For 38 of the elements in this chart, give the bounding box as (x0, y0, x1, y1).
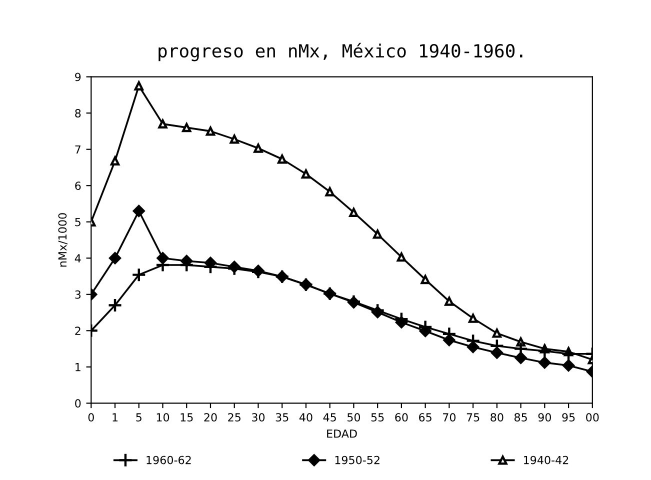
y-tick-label: 0 (75, 399, 81, 408)
x-tick-label: 0 (88, 413, 94, 422)
x-tick-label: 75 (466, 413, 480, 422)
x-tick-label: 50 (348, 413, 360, 422)
x-tick-label: 45 (323, 413, 336, 422)
x-tick-label: 10 (156, 413, 170, 422)
y-tick-label: 5 (75, 218, 80, 226)
y-axis-title: nMx/1000 (58, 213, 68, 267)
x-tick-label: 15 (180, 413, 193, 422)
x-tick-label: 70 (443, 413, 456, 422)
x-tick-label: 1 (112, 413, 118, 422)
legend-label: 1960-62 (146, 456, 191, 464)
x-tick-label: 60 (395, 413, 408, 422)
y-tick-label: 2 (75, 326, 80, 335)
y-tick-label: 1 (76, 363, 80, 372)
legend-label: 1940-42 (524, 456, 568, 464)
x-tick-label: 40 (299, 413, 312, 422)
x-tick-label: 65 (419, 413, 432, 422)
y-tick-label: 6 (75, 182, 81, 190)
y-tick-label: 9 (75, 72, 81, 82)
y-tick-label: 8 (75, 109, 81, 118)
x-tick-label: 00 (586, 413, 599, 422)
x-tick-label: 30 (252, 413, 265, 422)
x-tick-label: 90 (538, 413, 551, 422)
x-axis-title: EDAD (327, 430, 357, 438)
x-tick-label: 80 (490, 413, 504, 422)
x-tick-label: 25 (228, 413, 240, 422)
y-tick-label: 4 (74, 254, 81, 262)
x-tick-label: 95 (562, 413, 575, 422)
x-tick-label: 5 (136, 413, 142, 422)
y-tick-label: 7 (75, 145, 80, 154)
x-tick-label: 55 (371, 413, 384, 422)
legend-label: 1950-52 (335, 456, 380, 464)
x-tick-label: 85 (514, 413, 527, 422)
x-tick-label: 20 (204, 413, 217, 422)
x-tick-label: 35 (276, 413, 288, 422)
y-tick-label: 3 (75, 290, 81, 299)
chart-title: progreso en nMx, México 1940-1960. (158, 42, 522, 62)
